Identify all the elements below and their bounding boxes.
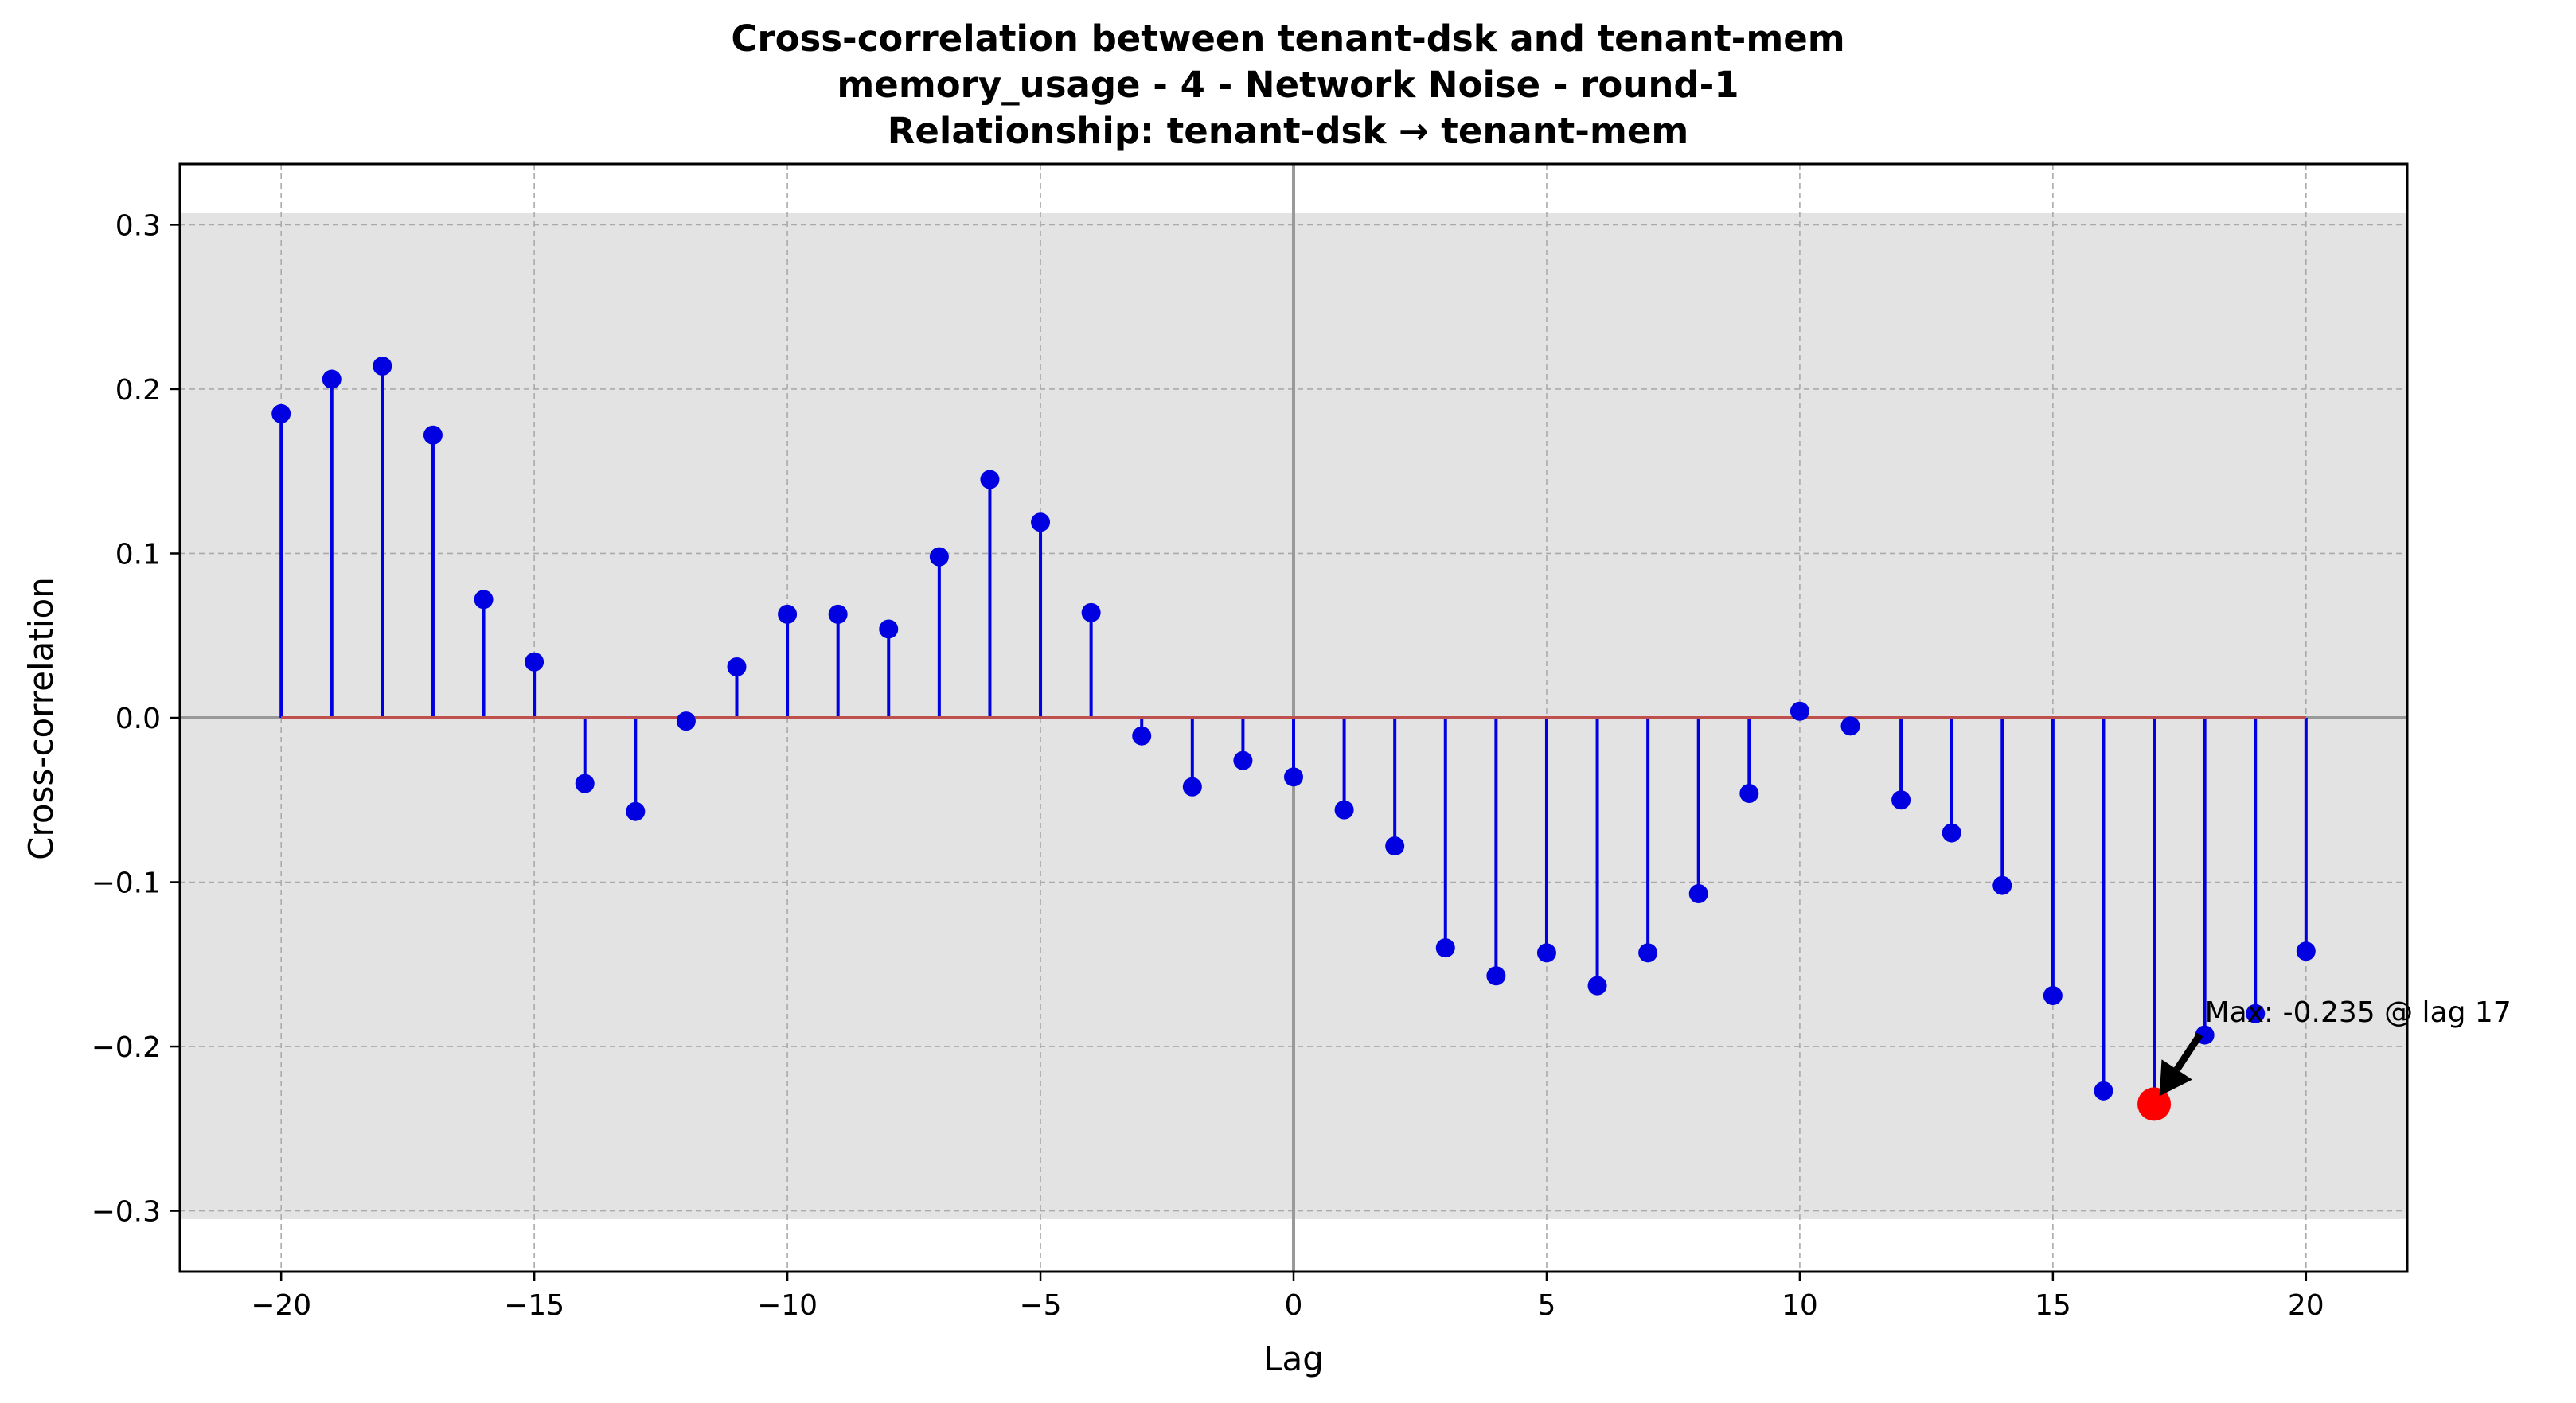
highlight-layer (2137, 1087, 2172, 1121)
stem-marker (271, 403, 291, 423)
max-annotation-text: Max: -0.235 @ lag 17 (2205, 996, 2512, 1029)
chart-title: Cross-correlation between tenant-dsk and… (731, 18, 1844, 152)
x-tick-label: 0 (1285, 1289, 1303, 1322)
stem-marker (474, 590, 494, 610)
stem-marker (1992, 875, 2012, 895)
stem-marker (1233, 750, 1253, 770)
stem-marker (1891, 790, 1911, 810)
stem-marker (1942, 823, 1961, 843)
stem-marker (1081, 602, 1101, 622)
stem-marker (1587, 976, 1607, 996)
x-tick-label: −15 (504, 1289, 564, 1322)
y-tick-label: −0.2 (92, 1031, 161, 1064)
stem-marker (1284, 767, 1303, 787)
annotation-arrow-head (2159, 1059, 2192, 1097)
x-tick-label: −10 (757, 1289, 818, 1322)
stem-marker (1334, 800, 1354, 820)
annotation-arrow-shaft (2173, 1032, 2203, 1072)
y-tick-label: 0.3 (115, 209, 161, 242)
stem-marker (1385, 836, 1405, 856)
stem-marker (2246, 1004, 2266, 1023)
y-axis-ticks: −0.3 −0.2 −0.1 0.0 0.1 0.2 0.3 (92, 209, 180, 1229)
stem-marker (676, 711, 696, 731)
stem-marker (423, 425, 443, 445)
stem-marker (1536, 943, 1556, 963)
stem-marker (1739, 784, 1759, 804)
stem-marker (373, 357, 392, 376)
y-tick-label: −0.3 (92, 1196, 161, 1229)
max-point-marker (2137, 1087, 2172, 1121)
stem-marker (1840, 716, 1860, 736)
x-tick-label: −20 (251, 1289, 311, 1322)
stem-marker (2043, 986, 2063, 1006)
stem-marker (929, 547, 949, 567)
stem-marker (1790, 701, 1809, 721)
stem-marker (727, 657, 747, 676)
stem-marker (1182, 777, 1202, 797)
stem-marker (980, 470, 1000, 489)
y-tick-label: 0.2 (115, 374, 161, 407)
stem-marker (879, 619, 899, 639)
y-axis-label: Cross-correlation (21, 577, 60, 860)
x-tick-label: 10 (1782, 1289, 1818, 1322)
stem-marker (1638, 943, 1658, 963)
stem-marker (2296, 941, 2316, 961)
max-annotation: Max: -0.235 @ lag 17 (2159, 996, 2512, 1097)
title-line-2: memory_usage - 4 - Network Noise - round… (837, 64, 1739, 106)
x-tick-label: 20 (2288, 1289, 2324, 1322)
stem-marker (626, 801, 646, 821)
y-tick-label: 0.0 (115, 703, 161, 735)
stem-marker (525, 652, 544, 672)
stem-marker (778, 604, 798, 624)
title-line-1: Cross-correlation between tenant-dsk and… (731, 18, 1844, 60)
x-tick-label: 5 (1538, 1289, 1556, 1322)
x-axis-label: Lag (1263, 1339, 1324, 1378)
stem-marker (1132, 726, 1152, 746)
stem-marker (322, 369, 342, 389)
stem-marker (1486, 966, 1506, 986)
title-line-3: Relationship: tenant-dsk → tenant-mem (888, 110, 1689, 152)
stem-marker (575, 774, 595, 793)
x-tick-label: −5 (1020, 1289, 1062, 1322)
y-tick-label: −0.1 (92, 867, 161, 900)
stem-marker (1031, 512, 1051, 532)
stem-marker (2094, 1081, 2113, 1101)
stem-marker (828, 604, 848, 624)
stem-marker (1435, 938, 1455, 958)
x-axis-ticks: −20 −15 −10 −5 0 5 10 15 20 (251, 1272, 2324, 1322)
stem-marker (1688, 883, 1708, 903)
x-tick-label: 15 (2035, 1289, 2071, 1322)
y-tick-label: 0.1 (115, 538, 161, 571)
